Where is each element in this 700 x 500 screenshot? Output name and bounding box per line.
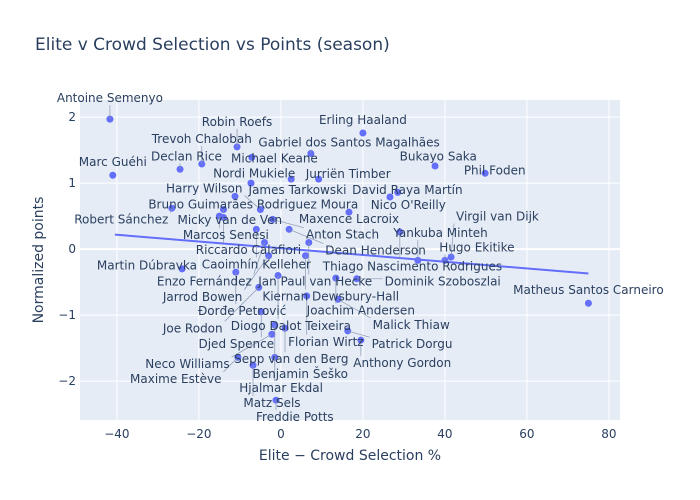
label-leaders [109,105,455,410]
data-marks [106,115,592,404]
label-leader-line [450,223,455,258]
label-leader-line [253,242,265,275]
data-point [248,153,256,161]
point-label: Gabriel dos Santos Magalhães [258,135,439,149]
point-label: Joe Rodon [162,321,223,335]
point-label: Kiernan Dewsbury-Hall [262,289,399,303]
point-label: Martin Dúbravka [97,259,197,273]
label-leader-line [224,287,260,322]
point-label: Matz Sels [243,396,300,410]
x-tick-label: −40 [104,427,129,441]
x-axis-title: Elite − Crowd Selection % [259,448,441,464]
x-tick-label: 60 [519,427,534,441]
data-point [109,171,117,179]
point-label: Thiago Nascimento Rodrigues [322,259,502,273]
label-leader-line [169,208,173,213]
point-label: Dean Henderson [325,244,426,258]
point-label: Bukayo Saka [400,149,477,163]
point-label: Erling Haaland [319,113,407,127]
point-label: Diogo Dalot Teixeira [231,319,351,333]
point-label: Yankuba Minteh [392,226,488,240]
point-label: Dominik Szoboszlai [385,275,501,289]
data-point [178,265,186,273]
x-tick-label: 40 [437,427,452,441]
label-leader-line [223,357,239,373]
point-label: Micky van de Ven [177,213,282,227]
point-label: Jarrod Bowen [162,290,242,304]
point-label: James Tarkowski [248,183,347,197]
label-leader-line [272,219,305,229]
y-tick-label: −1 [58,308,76,322]
point-label: Riccardo Calafiori [196,243,301,257]
chart-title: Elite v Crowd Selection vs Points (seaso… [35,35,390,55]
point-label: Jan Paul van Hecke [257,274,372,288]
point-label: Phil Foden [464,164,526,178]
point-label: Nico O'Reilly [371,198,446,212]
point-label: Hjalmar Ekdal [239,381,323,395]
data-point [345,208,353,216]
label-leader-line [347,330,370,338]
point-label: Anthony Gordon [353,356,451,370]
data-point [247,179,255,187]
label-leader-line [244,195,261,210]
data-point [394,188,402,196]
point-label: Marc Guéhi [79,155,147,169]
point-label: Marcos Senesi [183,228,269,242]
plot-area [80,100,620,420]
point-label: Florian Wirtz [288,335,364,349]
data-point [315,175,323,183]
grid [80,100,620,420]
point-label: Freddie Potts [256,410,334,424]
point-label: Patrick Dorgu [372,337,453,351]
y-tick-label: −2 [58,374,76,388]
data-point [481,169,489,177]
point-label: David Raya Martín [352,183,462,197]
y-axis-title: Normalized points [31,197,47,324]
x-tick-label: 20 [355,427,370,441]
label-leader-line [337,298,371,319]
label-leader-line [244,255,269,290]
x-tick-label: −20 [186,427,211,441]
tick-labels: −40 −20 0 20 40 60 80 −2 −1 0 1 2 [58,110,616,441]
data-point [431,162,439,170]
point-label: Hugo Ekitike [439,240,514,254]
point-label: Robin Roefs [202,115,273,129]
point-label: Benjamin Šeško [252,366,347,381]
trend-line [114,233,589,275]
point-label: Maxence Lacroix [299,212,399,226]
point-label: Declan Rice [151,149,222,163]
point-label: Bruno Guimarães Rodriguez Moura [148,197,358,211]
y-tick-label: 2 [68,110,76,124]
label-leader-line [288,228,324,244]
point-label: Sepp van den Berg [234,352,348,366]
point-label: Malick Thiaw [373,318,450,332]
y-tick-label: 1 [68,176,76,190]
point-label: Maxime Estève [130,372,221,386]
point-label: Anton Stach [306,228,379,242]
x-tick-label: 80 [601,427,616,441]
point-label: Robert Sánchez [74,213,168,227]
point-labels: Antoine Semenyo Marc Guéhi Declan Rice Trev… [57,91,664,424]
point-label: Đorđe Petrović [198,304,286,318]
point-label: Joachim Andersen [306,304,415,318]
y-tick-label: 0 [68,242,76,256]
label-leader-line [231,333,273,358]
point-label: Jurriën Timber [305,167,391,181]
point-label: Virgil van Dijk [456,209,539,223]
point-label: Caoimhín Kelleher [202,257,311,271]
point-label: Matheus Santos Carneiro [513,283,664,297]
point-label: Harry Wilson [166,182,242,196]
point-label: Trevoh Chalobah [151,132,252,146]
point-label: Antoine Semenyo [57,91,163,105]
data-point [584,299,592,307]
point-label: Michael Keane [231,152,318,166]
point-label: Enzo Fernández [157,274,252,288]
point-label: Nordi Mukiele [213,167,295,181]
x-tick-label: 0 [277,427,285,441]
point-label: Neco Williams [145,357,229,371]
point-label: Djed Spence [198,337,274,351]
data-point [359,129,367,137]
